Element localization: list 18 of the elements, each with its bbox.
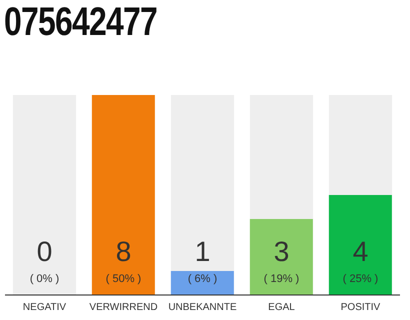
annotation: 4 xyxy=(352,236,368,267)
data-label: ( 19% ) xyxy=(264,273,300,285)
bar xyxy=(170,271,234,295)
x-tick-label: UNBEKANNTE xyxy=(168,302,237,314)
data-label: ( 6% ) xyxy=(188,273,218,285)
x-tick-label: POSITIV xyxy=(340,302,381,314)
data-label: ( 0% ) xyxy=(30,273,60,285)
x-tick-label: VERWIRREND xyxy=(89,302,158,314)
chart-title: 075642477 xyxy=(4,0,157,45)
x-tick-label: NEGATIV xyxy=(22,302,66,314)
data-label: ( 25% ) xyxy=(342,273,378,285)
x-tick-label: EGAL xyxy=(268,302,296,314)
annotation: 0 xyxy=(36,236,52,267)
annotation: 8 xyxy=(116,236,132,267)
bar xyxy=(92,95,155,295)
annotation: 3 xyxy=(274,236,290,267)
annotation: 1 xyxy=(194,236,210,267)
data-label: ( 50% ) xyxy=(106,273,142,285)
